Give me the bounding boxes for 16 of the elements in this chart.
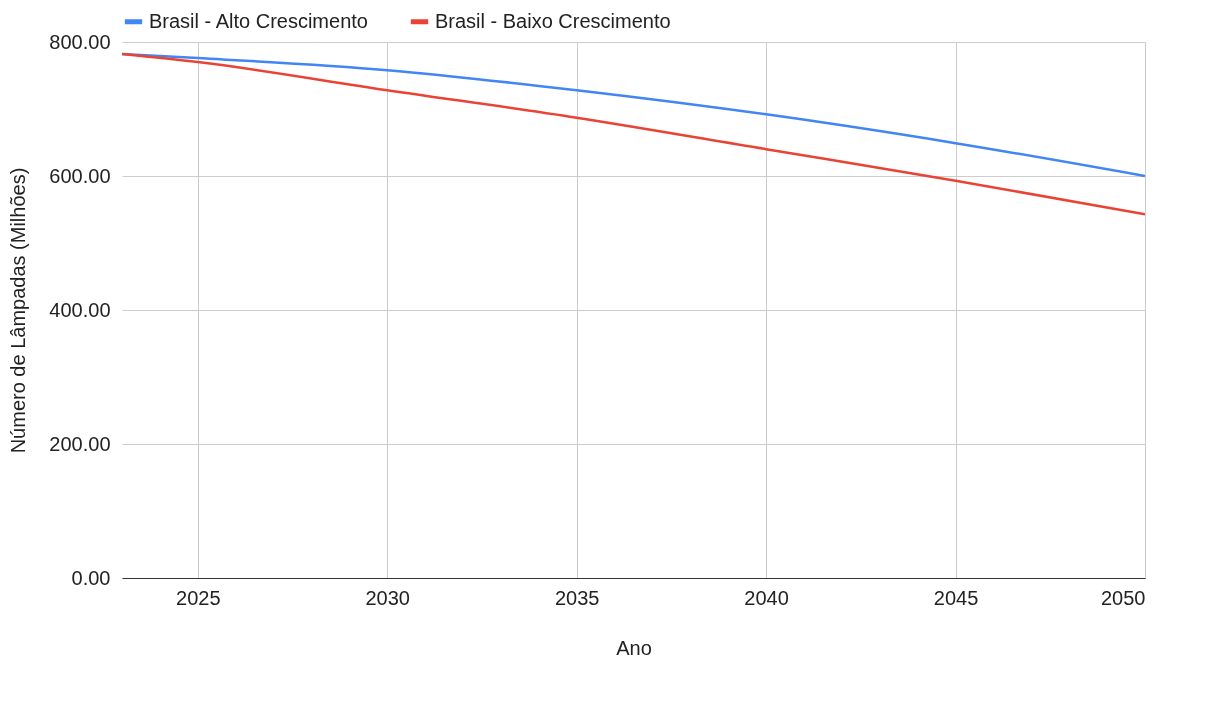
y-tick-label: 600.00 bbox=[49, 164, 111, 187]
x-axis-title: Ano bbox=[616, 636, 652, 659]
y-tick-label: 800.00 bbox=[49, 30, 111, 53]
x-tick-label: 2025 bbox=[176, 586, 221, 609]
y-tick-label: 400.00 bbox=[49, 298, 111, 321]
x-tick-label: 2045 bbox=[933, 586, 979, 609]
y-tick-label: 200.00 bbox=[49, 432, 111, 455]
y-axis-title: Número de Lâmpadas (Milhões) bbox=[7, 167, 30, 454]
x-tick-label: 2030 bbox=[365, 586, 410, 609]
legend-label: Brasil - Baixo Crescimento bbox=[435, 9, 671, 32]
x-tick-label: 2035 bbox=[554, 586, 600, 609]
x-tick-label: 2040 bbox=[744, 586, 789, 609]
y-tick-label: 0.00 bbox=[71, 566, 111, 589]
legend-label: Brasil - Alto Crescimento bbox=[149, 9, 368, 32]
x-tick-label: 2050 bbox=[1101, 586, 1146, 609]
line-series bbox=[122, 52, 1145, 216]
